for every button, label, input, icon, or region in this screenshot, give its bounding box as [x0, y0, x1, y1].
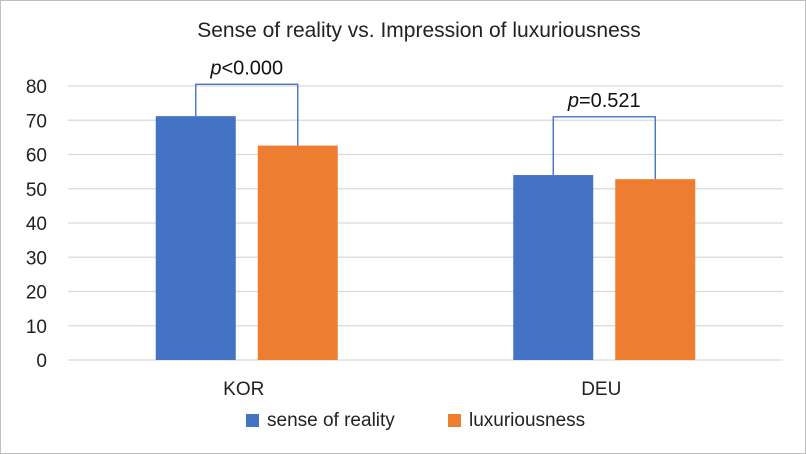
y-tick-label: 60: [26, 146, 47, 167]
y-tick-label: 80: [26, 77, 47, 98]
bars: [155, 116, 696, 360]
y-tick-label: 10: [26, 317, 47, 338]
x-category-label: KOR: [223, 379, 264, 400]
bar-luxuriousness-KOR: [257, 145, 338, 360]
y-tick-label: 70: [26, 111, 47, 132]
bar-sense-of-reality-KOR: [155, 116, 236, 360]
legend-swatch: [246, 414, 259, 427]
p-value-text: <0.000: [221, 57, 283, 79]
bar-sense-of-reality-DEU: [513, 175, 594, 360]
legend-label: sense of reality: [267, 410, 395, 431]
p-value-label: p=0.521: [567, 90, 641, 112]
y-tick-label: 30: [26, 248, 47, 269]
bar-luxuriousness-DEU: [615, 179, 696, 360]
legend-swatch: [448, 414, 461, 427]
chart-title: Sense of reality vs. Impression of luxur…: [197, 19, 641, 42]
y-tick-label: 20: [26, 283, 47, 304]
y-tick-label: 50: [26, 180, 47, 201]
y-axis-tick-labels: 0 10 20 30 40 50 60 70 80: [26, 77, 47, 372]
p-value-text: =0.521: [579, 90, 641, 112]
significance-bracket: [195, 83, 299, 146]
p-value-symbol: p: [209, 57, 221, 79]
p-value-symbol: p: [567, 90, 579, 112]
y-tick-label: 0: [36, 351, 47, 372]
x-axis-category-labels: KOR DEU: [223, 379, 621, 400]
significance-bracket: [552, 116, 656, 180]
p-value-label: p<0.000: [209, 57, 283, 79]
y-tick-label: 40: [26, 214, 47, 235]
legend: sense of reality luxuriousness: [246, 410, 585, 431]
legend-label: luxuriousness: [469, 410, 585, 431]
x-category-label: DEU: [581, 379, 621, 400]
